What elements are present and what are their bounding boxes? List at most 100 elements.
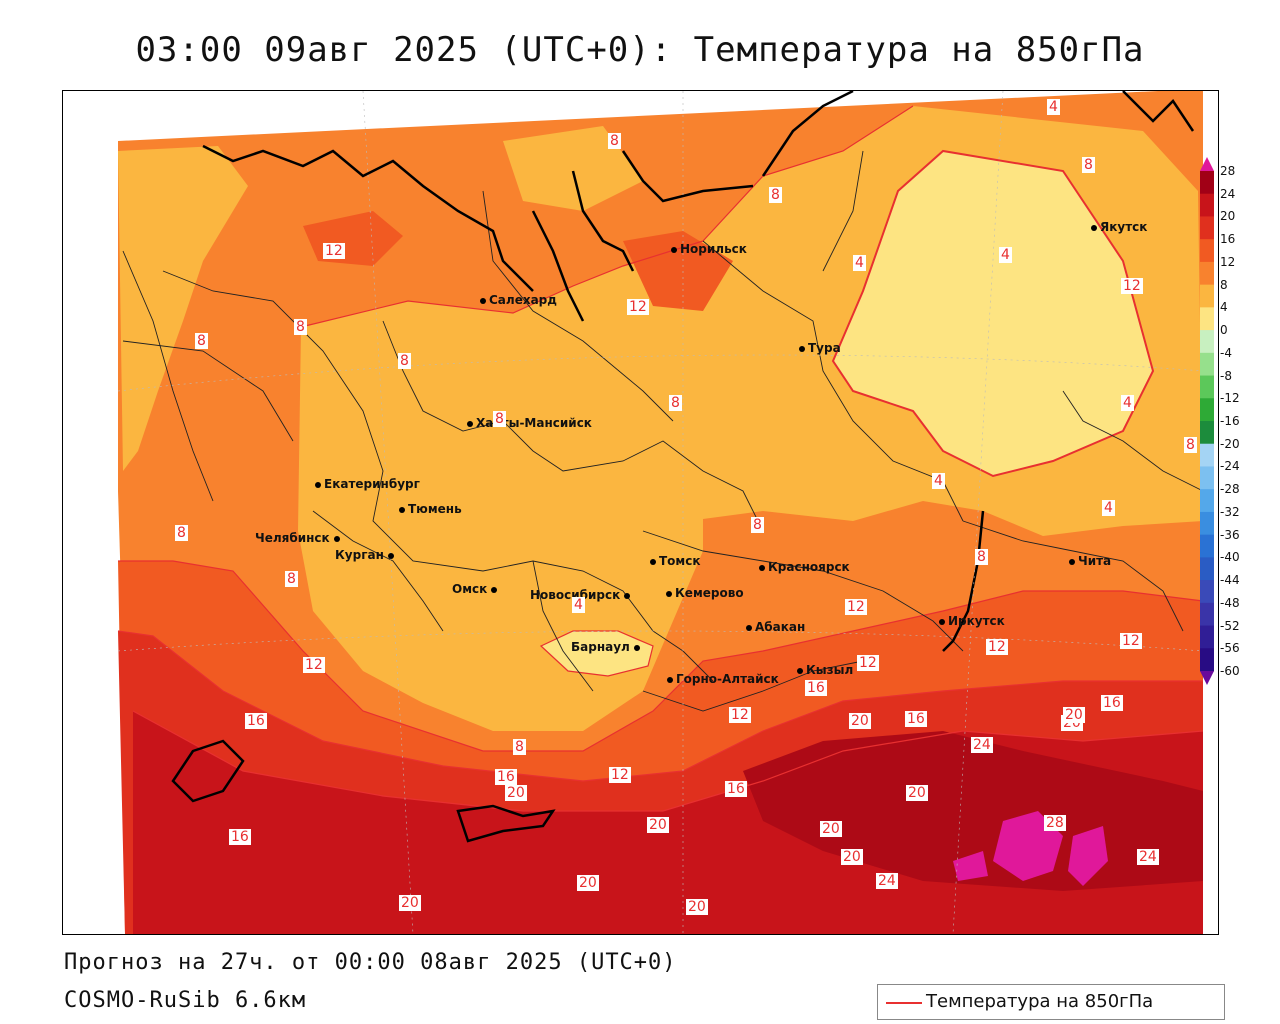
colorbar-cell <box>1200 261 1214 286</box>
city-tyumen: Тюмень <box>399 502 462 516</box>
contour-label: 8 <box>975 549 988 565</box>
legend: Температура на 850гПа <box>877 984 1225 1020</box>
colorbar-cell <box>1200 193 1214 217</box>
contour-label: 12 <box>986 639 1008 655</box>
contour-label: 12 <box>627 299 649 315</box>
contour-label: 24 <box>876 873 898 889</box>
contour-label: 8 <box>398 353 411 369</box>
contour-label: 28 <box>1044 815 1066 831</box>
city-yekaterinburg: Екатеринбург <box>315 477 420 491</box>
contour-label: 8 <box>1082 157 1095 173</box>
colorbar-bottom-arrow <box>1200 671 1214 685</box>
colorbar-tick-label: -20 <box>1220 436 1240 451</box>
colorbar-tick-label: 4 <box>1220 300 1228 315</box>
zone-0-4-yakutia <box>833 151 1153 476</box>
colorbar-cell <box>1200 443 1214 467</box>
contour-label: 8 <box>285 571 298 587</box>
contour-label: 8 <box>513 739 526 755</box>
city-yakutsk: Якутск <box>1091 220 1147 234</box>
colorbar-cell <box>1200 352 1214 377</box>
contour-label: 4 <box>1047 99 1060 115</box>
city-abakan: Абакан <box>746 620 805 634</box>
city-kemerovo: Кемерово <box>666 586 744 600</box>
contour-label: 4 <box>932 473 945 489</box>
contour-label: 8 <box>751 517 764 533</box>
contour-label: 4 <box>999 247 1012 263</box>
colorbar-cell <box>1200 489 1214 513</box>
colorbar-cell <box>1200 284 1214 308</box>
colorbar-tick-label: -40 <box>1220 550 1240 565</box>
contour-label: 8 <box>195 333 208 349</box>
city-chelyabinsk: Челябинск <box>255 531 343 545</box>
colorbar-tick-label: -56 <box>1220 641 1240 656</box>
contour-label: 20 <box>1063 707 1085 723</box>
colorbar-tick-label: -44 <box>1220 573 1240 588</box>
contour-label: 4 <box>1102 500 1115 516</box>
zone-4-8-west <box>118 146 248 471</box>
contour-label: 20 <box>505 785 527 801</box>
contour-label: 16 <box>245 713 267 729</box>
city-kyzyl: Кызыл <box>797 663 853 677</box>
contour-label: 24 <box>971 737 993 753</box>
colorbar-tick-label: -48 <box>1220 595 1240 610</box>
colorbar-tick-label: -4 <box>1220 345 1232 360</box>
contour-label: 8 <box>608 133 621 149</box>
city-irkutsk: Иркутск <box>939 614 1005 628</box>
contour-label: 8 <box>493 411 506 427</box>
colorbar-cell <box>1200 557 1214 581</box>
coastlines <box>171 91 1195 843</box>
contour-label: 16 <box>229 829 251 845</box>
contour-label: 12 <box>609 767 631 783</box>
contour-label: 20 <box>841 849 863 865</box>
contour-label: 20 <box>647 817 669 833</box>
colorbar <box>1200 157 1214 685</box>
contour-label: 8 <box>175 525 188 541</box>
contour-label: 12 <box>729 707 751 723</box>
colorbar-tick-label: 16 <box>1220 232 1236 247</box>
city-barnaul: Барнаул <box>571 640 643 654</box>
contour-label: 12 <box>845 599 867 615</box>
graticule <box>117 91 1204 934</box>
contour-label: 8 <box>669 395 682 411</box>
colorbar-cell <box>1200 171 1214 195</box>
contour-label: 16 <box>805 680 827 696</box>
colorbar-tick-label: 28 <box>1220 164 1236 178</box>
colorbar-cell <box>1200 466 1214 490</box>
contour-label: 20 <box>906 785 928 801</box>
contour-label: 12 <box>303 657 325 673</box>
contour-label: 12 <box>1120 633 1142 649</box>
contour-label: 8 <box>769 187 782 203</box>
contour-label: 12 <box>857 655 879 671</box>
contour-lines <box>117 105 1204 812</box>
contour-label: 20 <box>577 875 599 891</box>
city-tura: Тура <box>799 341 841 355</box>
city-tomsk: Томск <box>650 554 701 568</box>
colorbar-tick-label: 12 <box>1220 254 1236 269</box>
colorbar-tick-label: -12 <box>1220 391 1240 406</box>
contour-label: 20 <box>399 895 421 911</box>
colorbar-cell <box>1200 534 1214 558</box>
contour-label: 4 <box>572 597 585 613</box>
zone-0-4-barnaul <box>541 631 653 676</box>
city-omsk: Омск <box>452 582 500 596</box>
legend-label: Температура на 850гПа <box>926 991 1154 1012</box>
city-kurgan: Курган <box>335 548 397 562</box>
city-novosibirsk: Новосибирск <box>530 588 633 602</box>
zone-28-plus-3 <box>953 851 988 881</box>
model-name: COSMO-RuSib 6.6км <box>64 988 307 1013</box>
colorbar-cell <box>1200 580 1214 604</box>
colorbar-cell <box>1200 216 1214 240</box>
colorbar-top-arrow <box>1200 157 1214 171</box>
colorbar-tick-label: 0 <box>1220 323 1228 338</box>
temperature-field <box>117 91 1204 934</box>
colorbar-cell <box>1200 625 1214 649</box>
zone-12-16-north2 <box>623 231 733 311</box>
city-norilsk: Норильск <box>671 242 747 256</box>
colorbar-tick-label: -60 <box>1220 664 1240 678</box>
colorbar-cell <box>1200 330 1214 354</box>
colorbar-tick-label: -16 <box>1220 414 1240 428</box>
colorbar-cell <box>1200 398 1214 422</box>
colorbar-cell <box>1200 375 1214 399</box>
map-title: 03:00 09авг 2025 (UTC+0): Температура на… <box>135 30 1145 70</box>
contour-label: 16 <box>1101 695 1123 711</box>
